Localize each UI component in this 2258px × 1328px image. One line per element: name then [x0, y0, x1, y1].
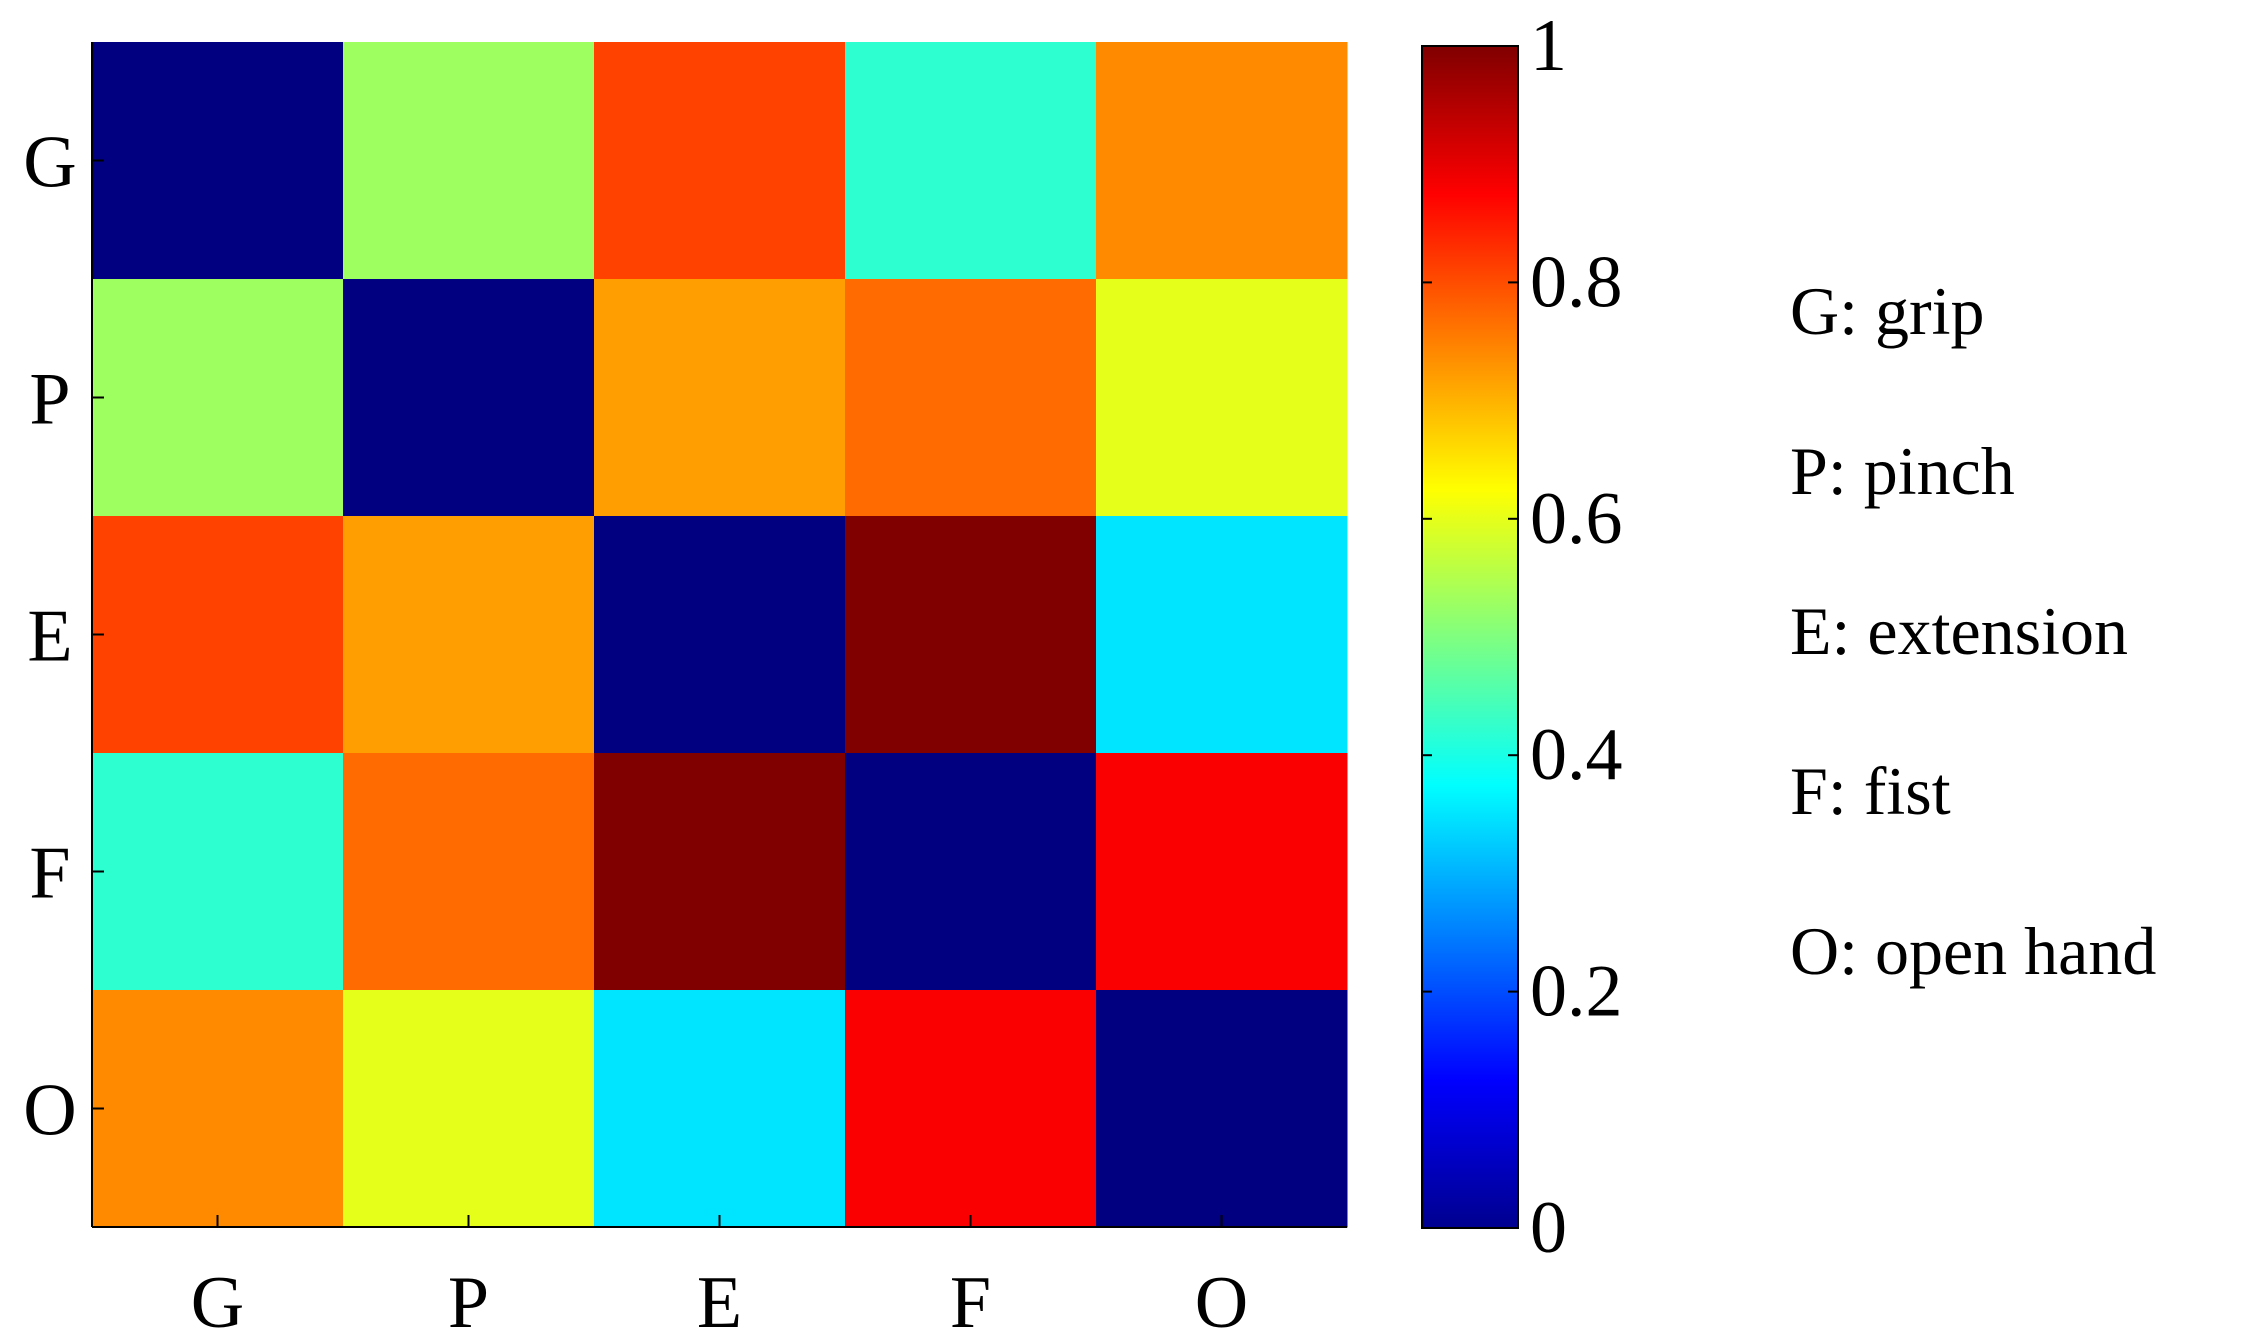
legend-entry-F: F: fist [1790, 753, 1951, 829]
heatmap-cell-P-E [594, 279, 846, 517]
colorbar-tick-label: 0.8 [1530, 241, 1623, 323]
heatmap-cell-E-P [343, 516, 595, 754]
heatmap-cell-F-F [845, 753, 1097, 991]
colorbar-tick-label: 0.2 [1530, 951, 1623, 1033]
x-tick-label-P: P [448, 1262, 489, 1328]
x-tick-label-G: G [191, 1262, 244, 1328]
colorbar: 0 0.2 0.4 0.6 0.8 1 [1421, 5, 1623, 1269]
heatmap-cell-P-F [845, 279, 1097, 517]
y-tick-label-P: P [29, 359, 70, 441]
legend-entry-E: E: extension [1790, 593, 2128, 669]
legend-entry-O: O: open hand [1790, 913, 2156, 989]
x-tick-label-F: F [950, 1262, 991, 1328]
colorbar-tick-label: 0.6 [1530, 478, 1623, 560]
heatmap-cell-G-F [845, 42, 1097, 280]
heatmap-cell-G-G [92, 42, 344, 280]
heatmap-cell-F-E [594, 753, 846, 991]
heatmap-cell-E-F [845, 516, 1097, 754]
heatmap-cell-G-O [1096, 42, 1348, 280]
heatmap-cell-G-P [343, 42, 595, 280]
legend-entry-P: P: pinch [1790, 433, 2015, 509]
y-tick-label-G: G [23, 122, 76, 204]
colorbar-tick-label: 0 [1530, 1187, 1567, 1269]
heatmap-cell-G-E [594, 42, 846, 280]
heatmap-cell-F-O [1096, 753, 1348, 991]
heatmap-cell-F-P [343, 753, 595, 991]
heatmap-cell-O-F [845, 990, 1097, 1228]
category-legend: G: grip P: pinch E: extension F: fist O: ope… [1790, 273, 2156, 989]
heatmap-cell-F-G [92, 753, 344, 991]
heatmap-cell-O-P [343, 990, 595, 1228]
heatmap-cell-O-O [1096, 990, 1348, 1228]
heatmap-cell-P-P [343, 279, 595, 517]
y-tick-label-F: F [29, 833, 70, 915]
heatmap-axes: G P E F O G P E F O [23, 42, 1347, 1328]
colorbar-gradient [1421, 45, 1519, 1229]
heatmap-cell-P-O [1096, 279, 1348, 517]
heatmap-cell-P-G [92, 279, 344, 517]
x-tick-label-O: O [1195, 1262, 1248, 1328]
y-tick-label-O: O [23, 1070, 76, 1152]
legend-entry-G: G: grip [1790, 273, 1985, 349]
heatmap-cell-E-G [92, 516, 344, 754]
heatmap-cell-E-E [594, 516, 846, 754]
colorbar-tick-label: 0.4 [1530, 714, 1623, 796]
colorbar-tick-label: 1 [1530, 5, 1567, 87]
heatmap-cell-O-E [594, 990, 846, 1228]
heatmap-cell-O-G [92, 990, 344, 1228]
heatmap-cell-E-O [1096, 516, 1348, 754]
heatmap-cells [92, 42, 1348, 1228]
y-tick-label-E: E [27, 596, 72, 678]
x-tick-label-E: E [697, 1262, 742, 1328]
